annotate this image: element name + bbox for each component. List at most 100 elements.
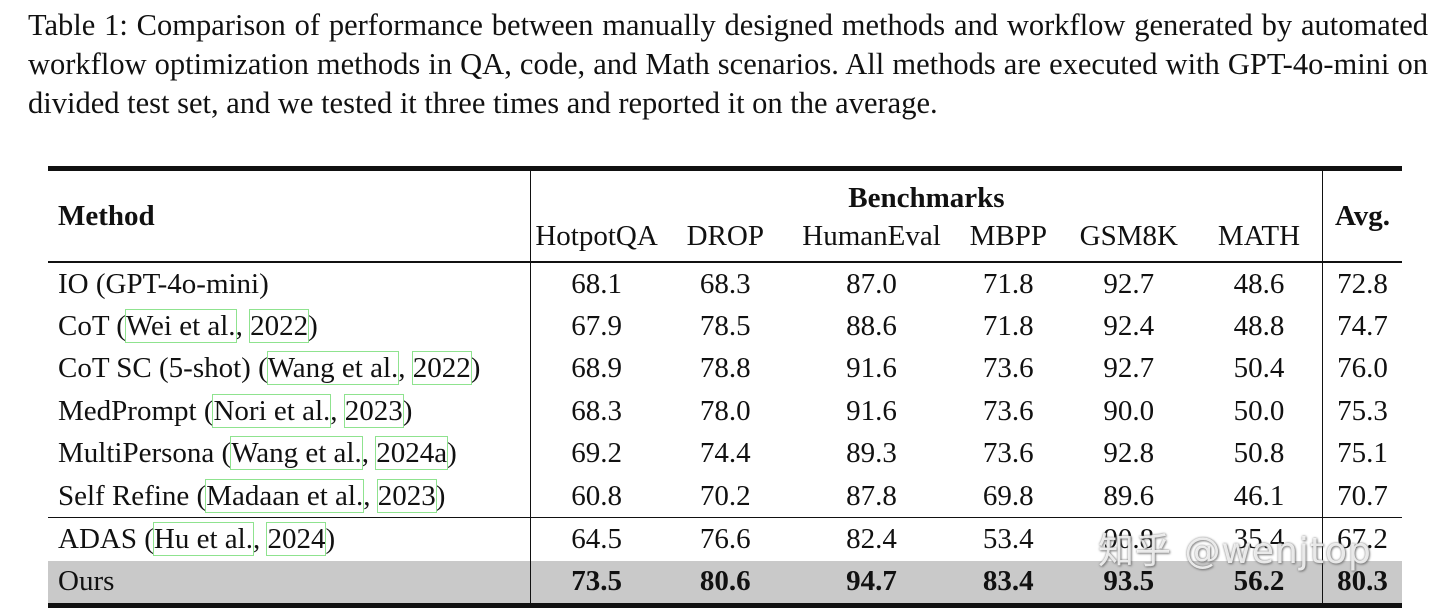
method-name: IO (GPT-4o-mini) — [48, 260, 531, 306]
citation-author-link[interactable]: Wang et al. — [266, 351, 400, 386]
score-cell: 50.8 — [1233, 437, 1285, 470]
avg-cell: 67.2 — [1322, 517, 1402, 561]
score-cell: 78.5 — [699, 310, 751, 343]
avg-cell: 75.3 — [1322, 390, 1402, 433]
method-label: Self Refine — [58, 479, 190, 512]
table-row: Self Refine (Madaan et al., 2023) 60.8 7… — [48, 474, 1402, 518]
citation-year-link[interactable]: 2024 — [266, 522, 327, 557]
score-cell: 71.8 — [954, 260, 1062, 306]
score-cell: 67.9 — [571, 310, 622, 343]
score-cell: 70.2 — [699, 479, 751, 512]
citation-author-link[interactable]: Hu et al. — [152, 522, 254, 557]
score-cell: 69.8 — [982, 479, 1034, 512]
score-cell: 73.6 — [982, 394, 1034, 427]
method-label: CoT — [58, 310, 110, 343]
column-header: GSM8K — [1079, 219, 1178, 252]
score-cell: 53.4 — [954, 517, 1062, 561]
citation-year-link[interactable]: 2022 — [249, 309, 310, 344]
score-cell: 78.0 — [699, 394, 751, 427]
citation-author-link[interactable]: Nori et al. — [212, 393, 332, 428]
method-name: ADAS (Hu et al., 2024) — [48, 517, 531, 561]
method-label: MultiPersona — [58, 437, 215, 470]
score-cell: 71.8 — [982, 310, 1034, 343]
score-cell: 46.1 — [1233, 479, 1285, 512]
method-label: CoT SC (5-shot) — [58, 352, 251, 385]
method-name: CoT (Wei et al., 2022) — [48, 305, 531, 348]
results-table: Method Benchmarks Avg. HotpotQA DROP Hum… — [48, 166, 1402, 609]
score-cell: 73.6 — [982, 437, 1034, 470]
table-row: ADAS (Hu et al., 2024) 64.5 76.6 82.4 53… — [48, 517, 1402, 561]
method-name: MedPrompt (Nori et al., 2023) — [48, 390, 531, 433]
score-cell: 35.4 — [1195, 517, 1323, 561]
score-cell: 69.2 — [571, 437, 622, 470]
citation-year-link[interactable]: 2024a — [375, 436, 449, 471]
column-header: MATH — [1217, 219, 1301, 252]
score-cell: 68.3 — [662, 260, 789, 306]
score-cell: 68.9 — [571, 352, 622, 385]
column-header: HotpotQA — [535, 219, 658, 252]
score-cell: 80.6 — [662, 560, 789, 606]
score-cell: 82.4 — [788, 517, 955, 561]
score-cell: 90.8 — [1061, 517, 1196, 561]
avg-cell: 74.7 — [1322, 305, 1402, 348]
method-label: IO (GPT-4o-mini) — [58, 267, 269, 300]
score-cell: 91.6 — [846, 352, 897, 385]
citation-author-link[interactable]: Wei et al. — [124, 309, 237, 344]
method-name: MultiPersona (Wang et al., 2024a) — [48, 432, 531, 475]
score-cell: 89.3 — [846, 437, 897, 470]
score-cell: 83.4 — [954, 560, 1062, 606]
table-row: CoT (Wei et al., 2022) 67.9 78.5 88.6 71… — [48, 305, 1402, 348]
table-row-ours: Ours 73.5 80.6 94.7 83.4 93.5 56.2 80.3 — [48, 560, 1402, 606]
table-caption: Table 1: Comparison of performance betwe… — [28, 8, 1428, 120]
method-label: MedPrompt — [58, 394, 197, 427]
citation-year-link[interactable]: 2023 — [343, 393, 404, 428]
score-cell: 87.8 — [846, 479, 897, 512]
score-cell: 50.0 — [1233, 394, 1285, 427]
score-cell: 73.6 — [982, 352, 1034, 385]
citation-year-link[interactable]: 2023 — [376, 478, 437, 513]
score-cell: 90.0 — [1103, 394, 1155, 427]
table-header-row: Method Benchmarks Avg. — [48, 168, 1402, 262]
score-cell: 78.8 — [699, 352, 751, 385]
score-cell: 92.7 — [1103, 352, 1155, 385]
score-cell: 88.6 — [846, 310, 897, 343]
citation-year-link[interactable]: 2022 — [411, 351, 472, 386]
score-cell: 76.6 — [662, 517, 789, 561]
method-header: Method — [48, 168, 531, 262]
score-cell: 60.8 — [571, 479, 622, 512]
score-cell: 48.6 — [1195, 260, 1323, 306]
avg-header: Avg. — [1322, 168, 1402, 262]
score-cell: 74.4 — [699, 437, 751, 470]
score-cell: 64.5 — [530, 517, 663, 561]
score-cell: 93.5 — [1061, 560, 1196, 606]
table-row: MedPrompt (Nori et al., 2023) 68.3 78.0 … — [48, 390, 1402, 433]
column-header: DROP — [686, 219, 764, 252]
avg-cell: 70.7 — [1322, 474, 1402, 518]
method-name: Ours — [48, 560, 531, 606]
table-row: CoT SC (5-shot) (Wang et al., 2022) 68.9… — [48, 347, 1402, 391]
score-cell: 91.6 — [846, 394, 897, 427]
table-row: MultiPersona (Wang et al., 2024a) 69.2 7… — [48, 432, 1402, 475]
score-cell: 68.3 — [571, 394, 622, 427]
score-cell: 73.5 — [530, 560, 663, 606]
benchmark-names-row: HotpotQA DROP HumanEval MBPP GSM8K MATH — [48, 215, 1402, 262]
score-cell: 50.4 — [1233, 352, 1285, 385]
score-cell: 92.8 — [1103, 437, 1155, 470]
method-label: Ours — [58, 565, 115, 598]
score-cell: 56.2 — [1195, 560, 1323, 606]
table-row: IO (GPT-4o-mini) 68.1 68.3 87.0 71.8 92.… — [48, 260, 1402, 306]
avg-cell: 75.1 — [1322, 432, 1402, 475]
score-cell: 89.6 — [1103, 479, 1155, 512]
method-name: Self Refine (Madaan et al., 2023) — [48, 474, 531, 518]
score-cell: 68.1 — [530, 260, 663, 306]
column-header: HumanEval — [802, 219, 941, 252]
avg-cell: 72.8 — [1322, 260, 1402, 306]
method-label: ADAS — [58, 523, 137, 556]
score-cell: 92.7 — [1061, 260, 1196, 306]
score-cell: 94.7 — [788, 560, 955, 606]
score-cell: 92.4 — [1103, 310, 1155, 343]
citation-author-link[interactable]: Wang et al. — [230, 436, 363, 471]
score-cell: 87.0 — [788, 260, 955, 306]
citation-author-link[interactable]: Madaan et al. — [205, 478, 365, 513]
avg-cell: 80.3 — [1322, 560, 1402, 606]
